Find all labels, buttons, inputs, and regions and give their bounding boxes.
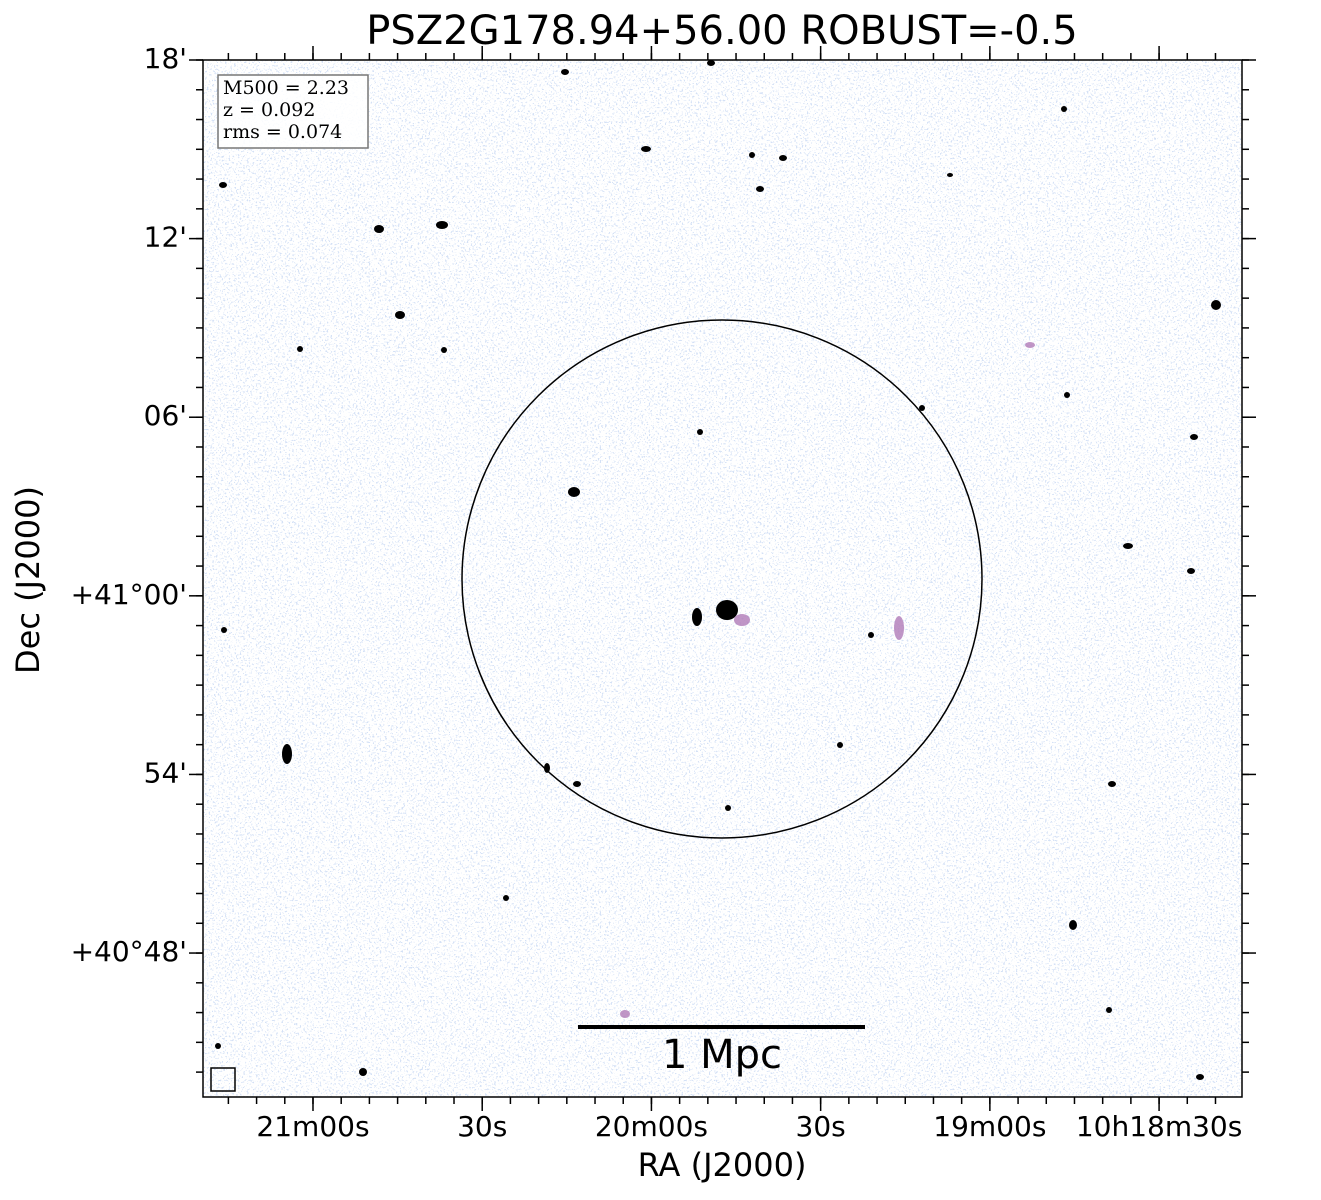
x-tick-label: 21m00s xyxy=(256,1110,369,1143)
plot-frame xyxy=(202,59,1243,1098)
y-tick-label: 12' xyxy=(144,221,187,254)
y-tick-label: +41°00' xyxy=(71,578,187,611)
r500-circle xyxy=(461,319,983,839)
beam-box xyxy=(210,1067,236,1092)
annotation: rms = 0.074 xyxy=(223,121,342,143)
x-tick-label: 19m00s xyxy=(933,1110,1046,1143)
sky-image: 1 Mpc xyxy=(203,60,1242,1097)
y-axis-label: Dec (J2000) xyxy=(9,486,47,674)
x-axis-label: RA (J2000) xyxy=(638,1146,807,1184)
x-tick-label: 10h18m30s xyxy=(1076,1110,1243,1143)
annotation: z = 0.092 xyxy=(223,99,315,121)
x-tick-label: 30s xyxy=(457,1110,507,1143)
x-tick-label: 30s xyxy=(796,1110,846,1143)
chart-title: PSZ2G178.94+56.00 ROBUST=-0.5 xyxy=(366,8,1077,54)
y-tick-label: +40°48' xyxy=(71,935,187,968)
y-tick-label: 54' xyxy=(144,756,187,789)
info-text: M500 = 2.23 z = 0.092 rms = 0.074 xyxy=(223,77,349,143)
scale-bar-label: 1 Mpc xyxy=(662,1032,782,1078)
annotation: M500 = 2.23 xyxy=(223,77,349,99)
y-tick-label: 18' xyxy=(144,42,187,75)
y-tick-label: 06' xyxy=(144,399,187,432)
x-tick-label: 20m00s xyxy=(595,1110,708,1143)
info-box xyxy=(217,74,369,149)
